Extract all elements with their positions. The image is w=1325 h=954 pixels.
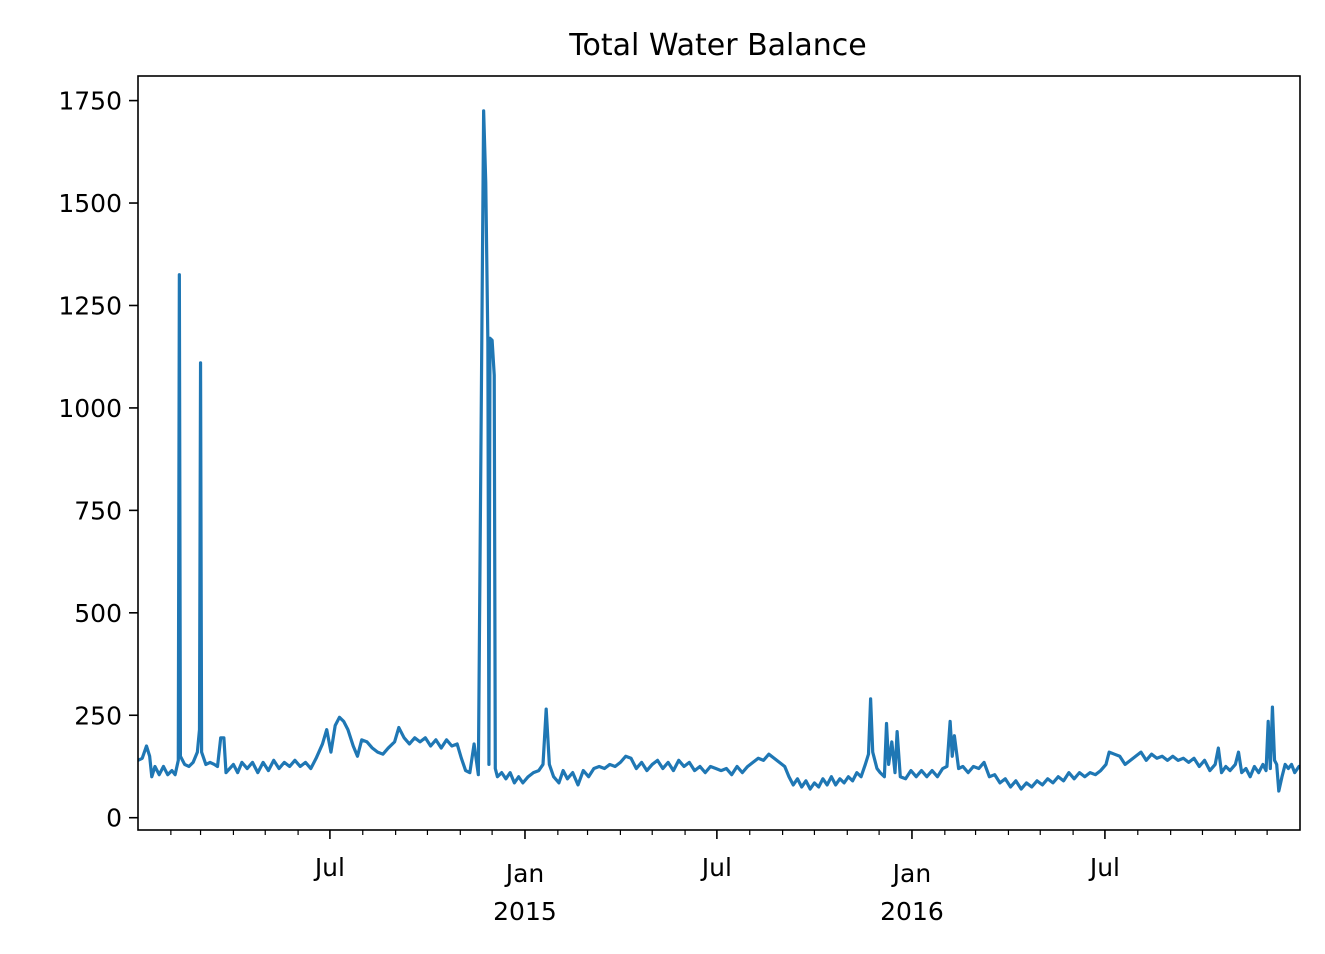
y-tick-label: 1750 [58, 87, 122, 116]
x-tick-label: Jul [700, 853, 732, 882]
x-tick-label: Jul [313, 853, 345, 882]
y-tick-label: 0 [106, 804, 122, 833]
chart-title: Total Water Balance [568, 28, 866, 63]
plot-area [138, 109, 1300, 793]
x-tick-label: Jul [1088, 853, 1120, 882]
y-axis: 0 250 500 750 1000 1250 1500 1750 [58, 87, 138, 833]
y-tick-label: 1250 [58, 291, 122, 320]
x-tick-label: Jan [891, 859, 932, 888]
series-line [138, 109, 1300, 793]
x-tick-label: Jan [504, 859, 545, 888]
y-tick-label: 1000 [58, 394, 122, 423]
axes-frame [137, 75, 1301, 831]
x-tick-year-label: 2015 [493, 897, 557, 926]
y-tick-label: 500 [74, 599, 122, 628]
x-tick-year-label: 2016 [880, 897, 944, 926]
x-axis: Jul Jan 2015 Jul Jan 2016 Jul [170, 830, 1268, 926]
y-tick-label: 750 [74, 496, 122, 525]
y-tick-label: 250 [74, 701, 122, 730]
y-tick-label: 1500 [58, 189, 122, 218]
